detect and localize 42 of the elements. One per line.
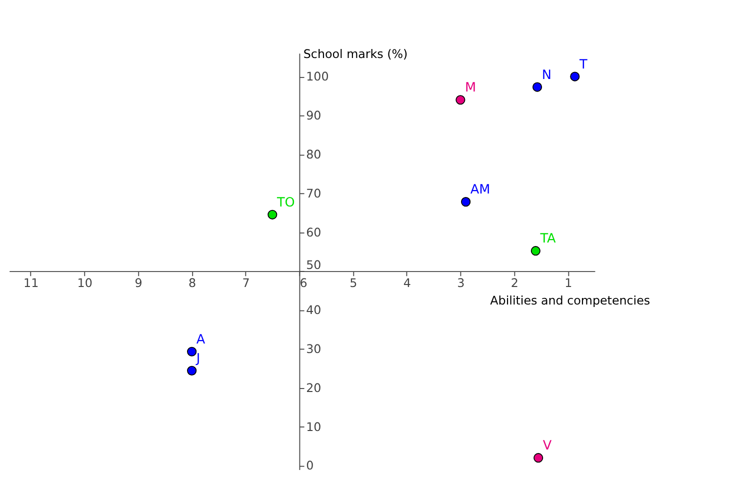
series-label: AM	[470, 182, 490, 198]
series-label: V	[542, 438, 552, 454]
y-tick-label: 40	[306, 303, 322, 318]
x-tick-label: 4	[403, 276, 411, 290]
y-tick-label: 20	[306, 380, 322, 395]
x-tick-label: 7	[242, 276, 250, 290]
x-tick-label: 10	[77, 276, 92, 290]
point	[570, 72, 580, 82]
series-label: TA	[539, 232, 556, 247]
x-tick-label: 5	[350, 276, 358, 290]
y-tick-label: 80	[306, 147, 322, 162]
series-label: TO	[276, 195, 295, 210]
point	[461, 197, 471, 207]
y-tick-label: 30	[306, 342, 322, 356]
x-axis-title: Abilities and competencies	[490, 293, 650, 308]
x-tick-label: 3	[457, 276, 465, 290]
point	[456, 95, 466, 105]
x-tick-label: 8	[188, 276, 196, 290]
y-axis-title: School marks (%)	[303, 47, 408, 62]
y-tick-label: 10	[306, 420, 322, 434]
x-tick-label: 9	[134, 276, 142, 290]
x-tick-label: 2	[510, 276, 518, 290]
x-tick-label: 11	[24, 276, 39, 290]
series-label: A	[196, 332, 206, 348]
y-tick-label: 90	[306, 108, 322, 123]
series-label: N	[542, 68, 552, 83]
point	[268, 210, 278, 220]
y-tick-label: 60	[306, 225, 322, 240]
series-label: T	[578, 57, 588, 72]
point	[530, 246, 540, 256]
y-tick-label: 50	[306, 258, 322, 272]
y-tick-label: 0	[306, 458, 314, 473]
point	[187, 346, 197, 356]
y-tick-label: 70	[306, 186, 322, 200]
point	[187, 366, 197, 376]
point	[534, 453, 544, 463]
x-tick-label: 6	[300, 276, 308, 290]
point	[532, 82, 542, 92]
y-tick-label: 100	[306, 70, 329, 84]
x-tick-label: 1	[564, 276, 572, 290]
series-label: M	[465, 80, 476, 96]
series-label: J	[195, 351, 200, 366]
